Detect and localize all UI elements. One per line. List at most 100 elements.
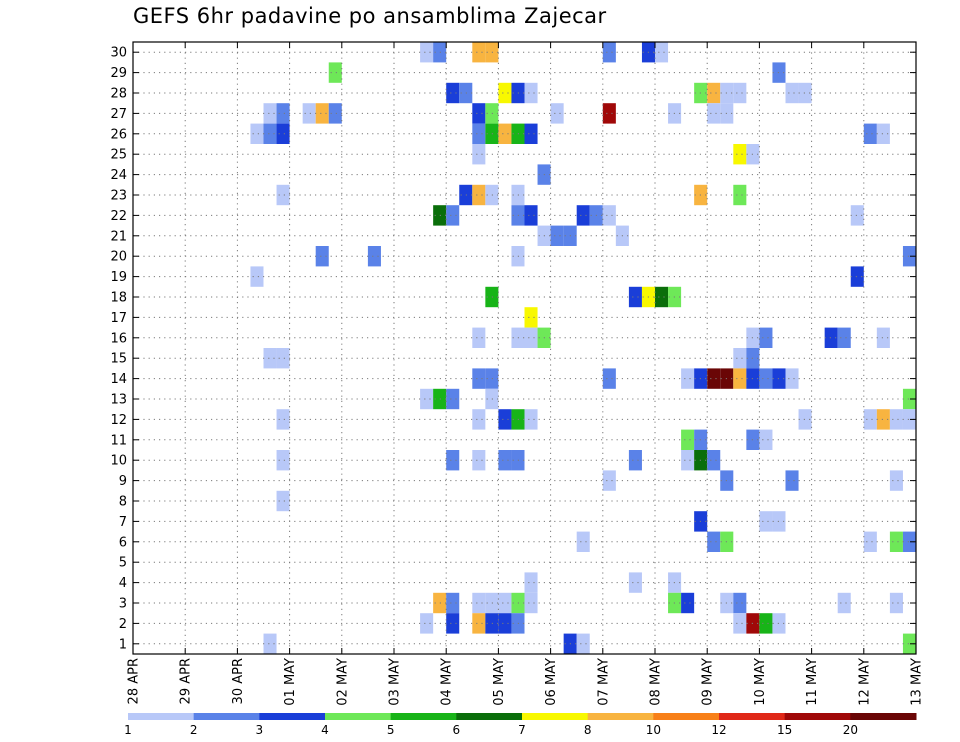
y-tick-label: 13	[110, 393, 127, 408]
data-cell	[576, 205, 590, 226]
data-cell	[681, 368, 695, 389]
legend-swatch	[259, 713, 326, 720]
data-cell	[524, 307, 538, 328]
legend-swatch	[653, 713, 720, 720]
data-cell	[446, 450, 460, 471]
data-cell	[798, 82, 812, 104]
legend-label: 10	[646, 723, 661, 737]
data-cell	[681, 592, 695, 614]
data-cell	[498, 82, 512, 104]
y-tick-label: 6	[119, 535, 127, 550]
x-tick-label: 28 APR	[127, 658, 142, 704]
data-cell	[433, 592, 447, 614]
data-cell	[276, 450, 290, 471]
data-cell	[759, 368, 773, 389]
data-cell	[524, 123, 538, 144]
y-tick-label: 7	[119, 515, 127, 530]
data-cell	[472, 103, 486, 124]
data-cell	[524, 82, 538, 104]
data-cell	[576, 633, 590, 654]
data-cell	[276, 184, 290, 206]
data-cell	[302, 103, 316, 124]
data-cell	[850, 266, 864, 287]
legend-swatch	[193, 713, 260, 720]
x-tick-label: 29 APR	[179, 658, 194, 704]
legend-label: 1	[124, 723, 132, 737]
legend-label: 7	[518, 723, 526, 737]
data-cell	[602, 103, 616, 124]
x-tick-label: 04 MAY	[440, 658, 455, 706]
data-cell	[315, 246, 329, 267]
data-cell	[328, 62, 342, 83]
data-cell	[707, 450, 721, 471]
legend-swatch	[587, 713, 654, 720]
data-cell	[472, 409, 486, 430]
legend-label: 12	[711, 723, 726, 737]
data-cell	[446, 205, 460, 226]
data-cell	[276, 409, 290, 430]
y-tick-label: 26	[110, 127, 127, 142]
y-tick-label: 12	[110, 413, 127, 428]
data-cell	[733, 144, 747, 165]
data-cell	[902, 409, 916, 430]
data-cell	[837, 592, 851, 614]
data-cell	[472, 123, 486, 144]
data-cell	[250, 123, 264, 144]
data-cell	[367, 246, 381, 267]
data-cell	[889, 409, 903, 430]
data-cell	[446, 613, 460, 634]
y-tick-label: 10	[110, 454, 127, 469]
legend-label: 5	[387, 723, 395, 737]
data-cell	[876, 123, 890, 144]
data-cell	[876, 327, 890, 348]
x-tick-label: 01 MAY	[283, 658, 298, 706]
data-cell	[459, 82, 473, 104]
data-cell	[550, 103, 564, 124]
legend-swatch	[325, 713, 392, 720]
plot-frame	[132, 41, 917, 655]
data-cell	[276, 103, 290, 124]
data-cell	[733, 82, 747, 104]
data-cell	[250, 266, 264, 287]
data-cell	[733, 184, 747, 206]
y-tick-label: 16	[110, 331, 127, 346]
data-cell	[328, 103, 342, 124]
data-cell	[759, 429, 773, 450]
y-tick-label: 19	[110, 270, 127, 285]
legend-label: 15	[777, 723, 792, 737]
data-cell	[707, 82, 721, 104]
data-cell	[576, 531, 590, 552]
data-cell	[902, 531, 916, 552]
data-cell	[850, 205, 864, 226]
data-cell	[628, 450, 642, 471]
data-cell	[263, 633, 277, 654]
legend-label: 4	[321, 723, 329, 737]
data-cell	[602, 42, 616, 63]
legend-label: 8	[584, 723, 592, 737]
data-cell	[263, 123, 277, 144]
y-tick-label: 14	[110, 372, 127, 387]
data-cell	[863, 123, 877, 144]
data-cell	[902, 388, 916, 410]
data-cell	[681, 429, 695, 450]
data-cell	[472, 184, 486, 206]
x-axis: 28 APR 29 APR 30 APR 01 MAY 02 MAY 03 MAY 04 M…	[127, 42, 925, 706]
data-cell	[420, 613, 434, 634]
data-cell	[446, 592, 460, 614]
y-tick-label: 11	[110, 433, 127, 448]
data-cell	[472, 327, 486, 348]
data-cell	[550, 225, 564, 246]
y-tick-label: 20	[110, 250, 127, 265]
grid-layer	[133, 42, 916, 654]
y-tick-label: 18	[110, 291, 127, 306]
y-tick-label: 9	[119, 474, 127, 489]
data-cell	[263, 103, 277, 124]
data-cell	[759, 613, 773, 634]
y-tick-label: 28	[110, 87, 127, 102]
data-cell	[876, 409, 890, 430]
data-cell	[733, 348, 747, 369]
legend-label: 20	[843, 723, 858, 737]
data-cell	[863, 409, 877, 430]
y-tick-label: 2	[119, 617, 127, 632]
data-cell	[498, 123, 512, 144]
